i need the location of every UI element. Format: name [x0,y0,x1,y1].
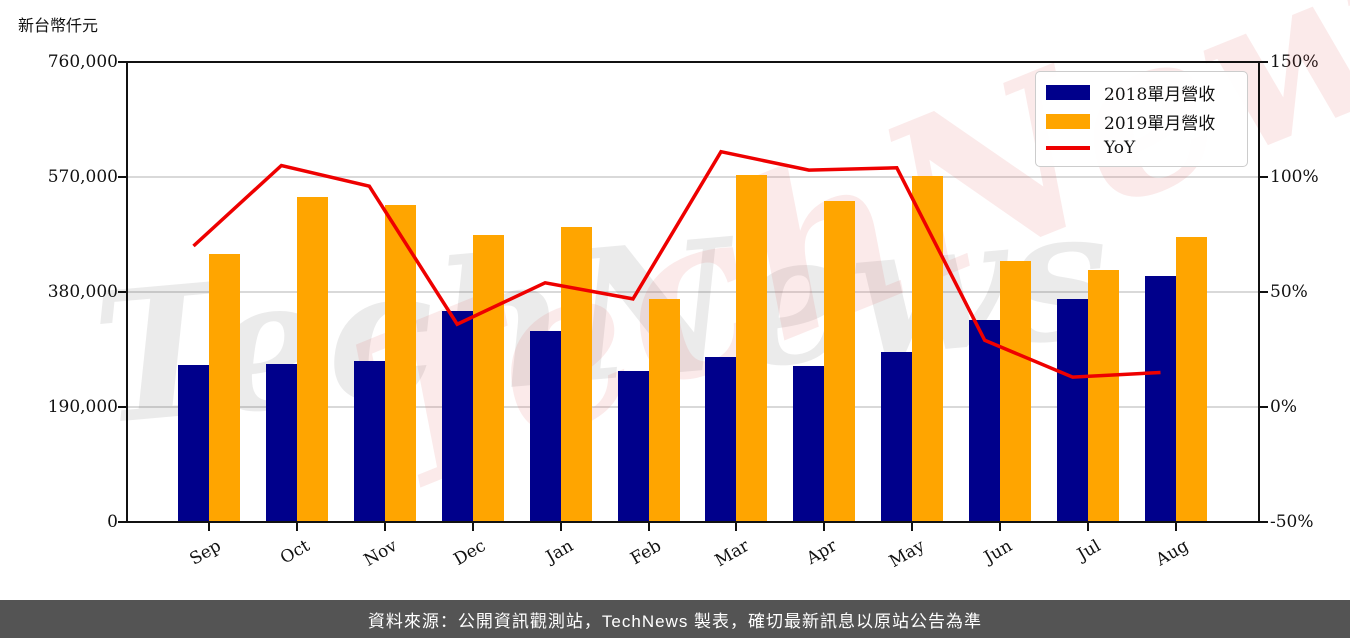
bar-2018-nov [353,361,385,522]
right-axis-tick-label: -50% [1270,512,1314,532]
gridline-1 [127,291,1259,293]
bar-2018-jul [1057,299,1089,522]
legend-swatch-yoy-line [1046,146,1090,150]
x-axis-tickmark [1087,522,1090,531]
bar-2018-aug [1145,276,1176,522]
left-axis-tick-label: 380,000 [47,282,118,302]
legend-item-2019: 2019單月營收 [1046,109,1237,134]
gridline-0 [127,176,1259,178]
x-axis-tickmark [383,522,386,531]
x-axis-label-dec: Dec [449,536,489,570]
x-axis-label-sep: Sep [186,536,225,570]
bar-2018-sep [178,365,209,522]
bar-2018-apr [793,366,825,522]
x-axis-label-jun: Jun [981,536,1017,568]
legend-swatch-2019 [1046,114,1090,129]
right-axis-tickmark [1259,61,1268,63]
legend-item-yoy: YoY [1046,138,1237,158]
bar-2019-dec [472,235,504,522]
bar-2018-jan [529,331,561,522]
x-axis-tickmark [735,522,738,531]
x-axis-label-jul: Jul [1074,536,1105,565]
x-axis-tickmark [647,522,650,531]
left-axis-tickmark [118,406,127,408]
gridline-2 [127,406,1259,408]
bar-2018-jun [969,320,1001,522]
right-axis-tickmark [1259,291,1268,293]
legend-label-2018: 2018單月營收 [1104,85,1216,105]
right-axis-tick-label: 50% [1270,282,1308,302]
x-axis-label-oct: Oct [276,536,313,569]
right-axis-tick-label: 0% [1270,397,1297,417]
x-axis-tickmark [295,522,298,531]
x-axis-tickmark [999,522,1002,531]
left-axis-tick-label: 0 [107,512,118,532]
bar-2019-oct [296,197,328,522]
bar-2019-nov [384,205,416,522]
left-axis-tickmark [118,176,127,178]
legend-swatch-2018 [1046,85,1090,100]
bar-2019-feb [648,299,680,522]
bar-2018-dec [441,311,473,522]
x-axis-label-mar: Mar [711,536,753,572]
bar-2019-may [912,176,944,522]
x-axis-tickmark [823,522,826,531]
x-axis-tickmark [471,522,474,531]
bar-2019-jan [560,227,592,522]
source-footer-bar: 資料來源：公開資訊觀測站，TechNews 製表，確切最新訊息以原站公告為準 [0,600,1350,638]
right-axis-tickmark [1259,406,1268,408]
bar-2018-oct [265,364,297,522]
x-axis-label-aug: Aug [1152,536,1193,571]
bar-2018-feb [617,371,649,522]
bar-2019-jun [1000,261,1032,522]
source-footer-text: 資料來源：公開資訊觀測站，TechNews 製表，確切最新訊息以原站公告為準 [367,611,983,631]
bar-2019-aug [1176,237,1207,522]
left-axis-tick-label: 760,000 [47,52,118,72]
right-axis-tick-label: 150% [1270,52,1319,72]
right-axis-tickmark [1259,521,1268,523]
x-axis-label-apr: Apr [803,536,841,569]
x-axis-label-nov: Nov [360,536,401,571]
left-axis-tickmark [118,291,127,293]
legend-label-2019: 2019單月營收 [1104,114,1216,134]
x-axis-tickmark [208,522,210,531]
x-axis-tickmark [559,522,562,531]
bar-2019-sep [209,254,240,522]
left-axis-tick-label: 190,000 [47,397,118,417]
bar-2019-mar [736,175,768,522]
legend-label-yoy: YoY [1104,138,1136,158]
x-axis-label-may: May [886,536,929,572]
bar-2018-may [881,352,913,522]
x-axis-label-jan: Jan [542,536,577,568]
bar-2019-jul [1088,270,1120,522]
legend-item-2018: 2018單月營收 [1046,80,1237,105]
bar-2018-mar [705,357,737,522]
yoy-polyline [192,149,1161,379]
left-axis-tickmark [118,521,127,523]
x-axis-tickmark [911,522,914,531]
yoy-line [192,149,1161,379]
axis-unit-title: 新台幣仟元 [18,16,99,35]
right-axis-tick-label: 100% [1270,167,1319,187]
bar-2019-apr [824,201,856,522]
x-axis-tickmark [1175,522,1177,531]
x-axis-label-feb: Feb [627,536,665,570]
right-axis-tickmark [1259,176,1268,178]
left-axis-tick-label: 570,000 [47,167,118,187]
left-axis-tickmark [118,61,127,63]
legend: 2018單月營收 2019單月營收 YoY [1035,71,1248,167]
